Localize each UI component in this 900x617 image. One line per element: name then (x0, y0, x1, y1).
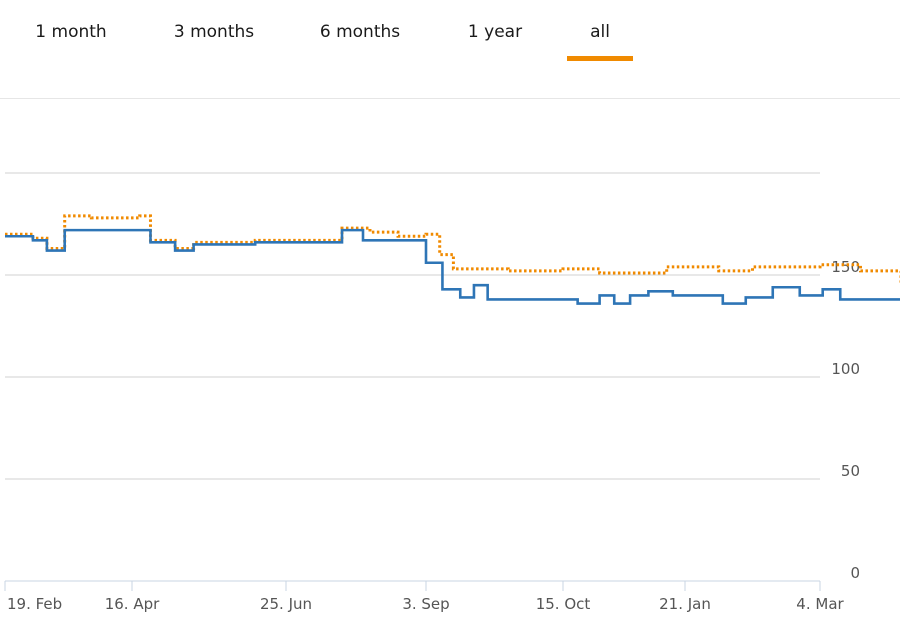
y-tick-label: 100 (831, 360, 860, 378)
x-tick-label: 4. Mar (796, 595, 844, 613)
series-line-blue (5, 228, 900, 305)
selected-tab-indicator (567, 56, 633, 61)
tab-3-months[interactable]: 3 months (173, 22, 255, 42)
x-tick-label: 21. Jan (659, 595, 711, 613)
x-axis: 19. Feb 16. Apr 25. Jun 3. Sep 15. Oct 21. Ja… (4, 580, 845, 613)
series-group (5, 214, 900, 305)
x-tick-label: 15. Oct (536, 595, 591, 613)
y-tick-label: 50 (841, 462, 860, 480)
y-axis: 0 50 100 150 (831, 258, 860, 582)
series-line-orange (5, 214, 900, 283)
x-tick-label: 16. Apr (105, 595, 160, 613)
y-tick-label: 150 (831, 258, 860, 276)
grid-lines (5, 172, 820, 480)
range-tab-bar: 1 month 3 months 6 months 1 year all (0, 0, 900, 99)
tab-all[interactable]: all (590, 22, 610, 42)
y-tick-label: 0 (850, 564, 860, 582)
tab-1-year[interactable]: 1 year (467, 22, 523, 42)
x-tick-label: 25. Jun (260, 595, 312, 613)
x-tick-label: 3. Sep (402, 595, 449, 613)
tab-6-months[interactable]: 6 months (319, 22, 401, 42)
tab-1-month[interactable]: 1 month (35, 22, 107, 42)
x-tick-label: 19. Feb (7, 595, 62, 613)
